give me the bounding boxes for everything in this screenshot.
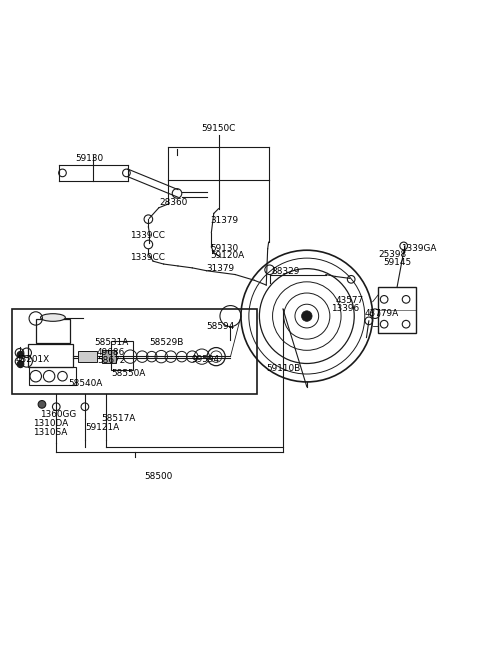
- Text: 58531A: 58531A: [95, 338, 129, 347]
- Circle shape: [17, 352, 24, 358]
- Text: 43201X: 43201X: [16, 355, 50, 364]
- Text: 1310DA: 1310DA: [33, 419, 68, 428]
- Text: 58672: 58672: [97, 356, 125, 365]
- Ellipse shape: [40, 314, 65, 321]
- Text: 59121A: 59121A: [85, 423, 119, 432]
- Text: 43577: 43577: [336, 296, 363, 305]
- Text: 43779A: 43779A: [364, 309, 398, 318]
- Text: 13396: 13396: [331, 304, 359, 314]
- Text: 1310SA: 1310SA: [33, 428, 67, 436]
- Text: 59120A: 59120A: [210, 251, 245, 260]
- Text: 59110B: 59110B: [266, 363, 300, 373]
- Text: 1339CC: 1339CC: [130, 253, 165, 262]
- Text: 31379: 31379: [210, 216, 239, 224]
- Text: 58540A: 58540A: [68, 379, 103, 388]
- Text: 59150C: 59150C: [201, 124, 236, 133]
- Circle shape: [301, 311, 312, 321]
- Bar: [29, 367, 76, 385]
- Text: 49686: 49686: [97, 348, 125, 358]
- Text: 1339GA: 1339GA: [401, 244, 437, 253]
- Text: 59130: 59130: [75, 154, 104, 163]
- Circle shape: [17, 361, 24, 367]
- Text: 25398: 25398: [378, 251, 407, 260]
- Bar: [78, 351, 97, 362]
- Bar: [12, 309, 257, 394]
- Text: 58500: 58500: [145, 472, 173, 482]
- Text: 28360: 28360: [159, 199, 187, 207]
- Circle shape: [38, 401, 46, 408]
- Text: 99594: 99594: [192, 355, 219, 364]
- Text: 1360GG: 1360GG: [40, 411, 77, 419]
- Text: 1339CC: 1339CC: [130, 232, 165, 240]
- Text: 58517A: 58517A: [102, 414, 136, 423]
- Text: 59145: 59145: [383, 258, 411, 266]
- Text: 58529B: 58529B: [149, 338, 184, 347]
- Bar: [111, 341, 132, 370]
- Text: 31379: 31379: [206, 264, 235, 274]
- Text: 88329: 88329: [271, 267, 300, 276]
- Bar: [36, 319, 70, 343]
- Text: 58594: 58594: [206, 321, 235, 331]
- Text: 59130: 59130: [210, 244, 239, 253]
- Bar: [102, 350, 116, 363]
- Text: 58550A: 58550A: [111, 369, 145, 379]
- Bar: [28, 344, 73, 367]
- Bar: [378, 287, 416, 333]
